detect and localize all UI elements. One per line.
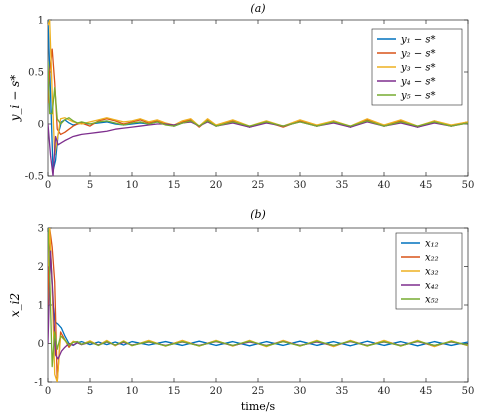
b-legend-label-2: x₂₂ [425,253,439,264]
a-ytick-label: 0 [38,120,44,131]
b-ytick-label: 0 [38,339,44,350]
a-legend-label-5: y₅ − s* [400,91,436,102]
a-ytick-label: -0.5 [25,172,44,183]
b-series-line-5 [48,228,468,368]
b-legend-label-3: x₃₂ [425,267,439,278]
a-ytick-label: 0.5 [28,68,44,79]
a-legend-label-2: y₂ − s* [400,49,436,60]
a-xtick-label: 5 [87,180,93,191]
b-xtick-label: 50 [462,386,475,397]
b-xtick-label: 35 [336,386,349,397]
panel-a: (a) y_i − s* 0 5 10 15 20 25 30 35 40 45 50-0.500.… [8,2,474,191]
a-xtick-label: 40 [378,180,391,191]
panel-a-ylabel: y_i − s* [8,75,22,122]
b-xtick-label: 30 [294,386,307,397]
a-xtick-label: 0 [45,180,51,191]
a-xtick-label: 15 [168,180,181,191]
a-xtick-label: 30 [294,180,307,191]
b-xtick-label: 45 [420,386,433,397]
panel-b-legend: x₁₂ x₂₂ x₃₂ x₄₂ x₅₂ [395,232,463,310]
b-legend-label-4: x₄₂ [425,281,439,292]
b-ytick-label: -1 [34,378,44,389]
a-legend-label-3: y₃ − s* [400,63,436,74]
panel-a-legend: y₁ − s* y₂ − s* y₃ − s* y₄ − s* y₅ − s* [371,28,463,106]
panel-b-xlabel: time/s [241,400,276,413]
b-ytick-label: 3 [38,224,44,235]
b-ytick-label: 2 [38,262,44,273]
a-xtick-label: 25 [252,180,265,191]
panel-b-title: (b) [250,208,266,221]
b-ytick-label: 1 [38,301,44,312]
b-xtick-label: 5 [87,386,93,397]
a-ytick-label: 1 [38,16,44,27]
b-xtick-label: 0 [45,386,51,397]
panel-b-ylabel: x_i2 [8,293,22,317]
b-legend-label-5: x₅₂ [425,295,439,306]
b-xtick-label: 40 [378,386,391,397]
a-xtick-label: 10 [126,180,139,191]
b-xtick-label: 10 [126,386,139,397]
b-xtick-label: 25 [252,386,265,397]
b-legend-label-1: x₁₂ [425,239,439,250]
a-xtick-label: 50 [462,180,475,191]
a-series-line-5 [48,61,468,127]
b-xtick-label: 15 [168,386,181,397]
a-xtick-label: 35 [336,180,349,191]
b-xtick-label: 20 [210,386,223,397]
b-series-line-1 [48,228,468,347]
a-xtick-label: 45 [420,180,433,191]
a-series-line-4 [48,121,468,176]
a-legend-label-4: y₄ − s* [400,77,436,88]
a-xtick-label: 20 [210,180,223,191]
a-legend-label-1: y₁ − s* [400,35,436,46]
panel-a-title: (a) [250,2,265,15]
